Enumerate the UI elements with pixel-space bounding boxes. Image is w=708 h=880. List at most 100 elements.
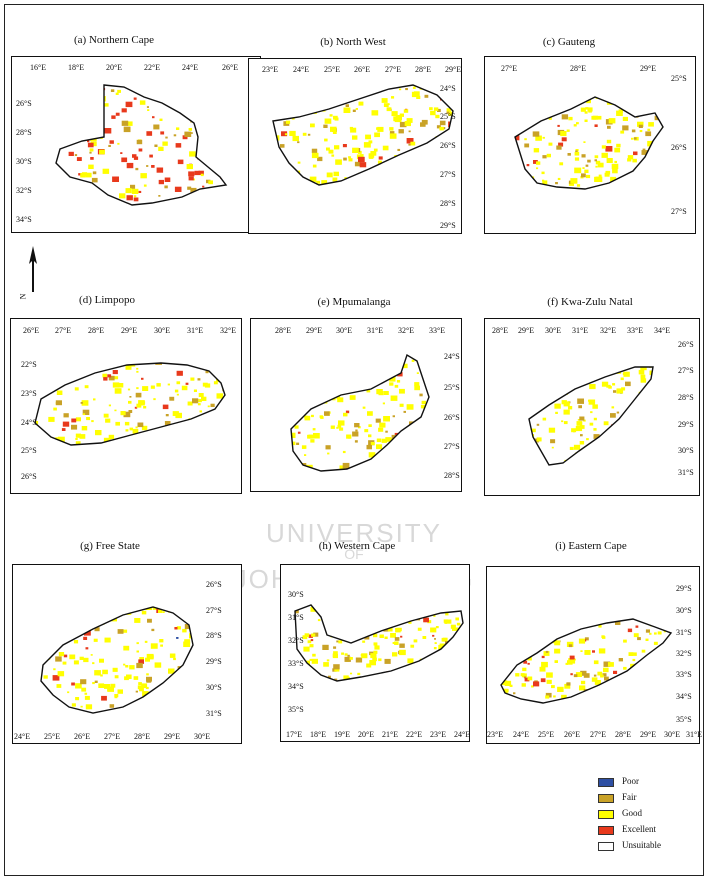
- panel-title-g: (g) Free State: [80, 540, 140, 552]
- lon-label-a: 16°E: [30, 63, 47, 72]
- province-map-c: [514, 96, 664, 190]
- province-map-i: [500, 618, 673, 704]
- province-map-g: [40, 606, 194, 714]
- lon-label-b: 25°E: [324, 65, 341, 74]
- lat-label-g: 28°S: [206, 631, 222, 640]
- panel-title-f: (f) Kwa-Zulu Natal: [547, 296, 633, 308]
- lat-label-g: 30°S: [206, 683, 222, 692]
- lon-label-i: 31°E: [686, 730, 703, 739]
- province-map-f: [528, 366, 654, 466]
- lon-label-b: 26°E: [354, 65, 371, 74]
- lon-label-e: 30°E: [336, 326, 353, 335]
- lat-label-a: 34°S: [16, 215, 32, 224]
- lon-label-h: 21°E: [382, 730, 399, 739]
- map-panel-b: [248, 58, 462, 234]
- lat-label-b: 25°S: [440, 112, 456, 121]
- lat-label-c: 27°S: [671, 207, 687, 216]
- province-boundary-e: [290, 353, 430, 472]
- suitability-pixels-b: [273, 85, 453, 185]
- suitability-pixels-c: [515, 97, 663, 189]
- lat-label-e: 27°S: [444, 442, 460, 451]
- legend-label: Unsuitable: [622, 840, 661, 850]
- lat-label-d: 25°S: [21, 446, 37, 455]
- province-map-e: [290, 353, 430, 472]
- lat-label-i: 34°S: [676, 692, 692, 701]
- lon-label-d: 28°E: [88, 326, 105, 335]
- lon-label-e: 32°E: [398, 326, 415, 335]
- legend-item: Fair: [598, 792, 702, 808]
- map-panel-g: [12, 564, 242, 744]
- suitability-pixels-a: [56, 85, 226, 205]
- lat-label-c: 25°S: [671, 74, 687, 83]
- panel-title-h: (h) Western Cape: [318, 540, 396, 552]
- lon-label-a: 24°E: [182, 63, 199, 72]
- lon-label-i: 24°E: [513, 730, 530, 739]
- lat-label-f: 30°S: [678, 446, 694, 455]
- legend-label: Fair: [622, 792, 637, 802]
- lon-label-b: 23°E: [262, 65, 279, 74]
- map-panel-a: [11, 56, 261, 233]
- legend-item: Excellent: [598, 824, 702, 840]
- province-boundary-g: [40, 606, 194, 714]
- lat-label-i: 35°S: [676, 715, 692, 724]
- lon-label-i: 26°E: [564, 730, 581, 739]
- legend-item: Good: [598, 808, 702, 824]
- lon-label-f: 29°E: [518, 326, 535, 335]
- lon-label-h: 23°E: [430, 730, 447, 739]
- legend-item: Poor: [598, 776, 702, 792]
- panel-title-e: (e) Mpumalanga: [317, 296, 391, 308]
- north-arrow-label: N: [18, 293, 28, 300]
- lon-label-b: 24°E: [293, 65, 310, 74]
- map-panel-f: [484, 318, 700, 496]
- lat-label-h: 34°S: [288, 682, 304, 691]
- lon-label-g: 26°E: [74, 732, 91, 741]
- lon-label-d: 30°E: [154, 326, 171, 335]
- lat-label-a: 26°S: [16, 99, 32, 108]
- legend-swatch: [598, 810, 614, 819]
- panel-title-d: (d) Limpopo: [79, 294, 135, 306]
- suitability-pixels-d: [35, 363, 225, 445]
- province-map-b: [272, 84, 454, 186]
- lon-label-e: 33°E: [429, 326, 446, 335]
- lat-label-e: 24°S: [444, 352, 460, 361]
- north-arrow-icon: N: [18, 244, 44, 306]
- panel-title-a: (a) Northern Cape: [73, 34, 155, 46]
- lon-label-f: 31°E: [572, 326, 589, 335]
- lon-label-c: 29°E: [640, 64, 657, 73]
- lon-label-g: 27°E: [104, 732, 121, 741]
- legend-item: Unsuitable: [598, 840, 702, 856]
- lon-label-a: 18°E: [68, 63, 85, 72]
- lon-label-d: 31°E: [187, 326, 204, 335]
- province-map-h: [294, 604, 464, 682]
- lat-label-i: 31°S: [676, 628, 692, 637]
- suitability-pixels-f: [529, 367, 653, 465]
- lon-label-g: 24°E: [14, 732, 31, 741]
- lat-label-f: 27°S: [678, 366, 694, 375]
- lon-label-d: 27°E: [55, 326, 72, 335]
- lat-label-d: 23°S: [21, 389, 37, 398]
- lon-label-b: 29°E: [445, 65, 462, 74]
- panel-title-i: (i) Eastern Cape: [555, 540, 627, 552]
- lon-label-d: 32°E: [220, 326, 237, 335]
- legend-swatch: [598, 842, 614, 851]
- lat-label-h: 30°S: [288, 590, 304, 599]
- lon-label-i: 27°E: [590, 730, 607, 739]
- province-boundary-d: [34, 362, 226, 446]
- lon-label-e: 28°E: [275, 326, 292, 335]
- watermark-university: UNIVERSITY: [265, 518, 443, 548]
- lon-label-f: 28°E: [492, 326, 509, 335]
- suitability-pixels-h: [295, 605, 463, 681]
- lat-label-h: 33°S: [288, 659, 304, 668]
- lat-label-d: 26°S: [21, 472, 37, 481]
- lat-label-g: 26°S: [206, 580, 222, 589]
- lon-label-f: 33°E: [627, 326, 644, 335]
- lat-label-e: 28°S: [444, 471, 460, 480]
- lon-label-i: 30°E: [664, 730, 681, 739]
- legend-label: Good: [622, 808, 642, 818]
- lon-label-c: 27°E: [501, 64, 518, 73]
- lon-label-d: 26°E: [23, 326, 40, 335]
- province-boundary-h: [294, 604, 464, 682]
- lon-label-g: 28°E: [134, 732, 151, 741]
- lon-label-b: 27°E: [385, 65, 402, 74]
- lon-label-g: 25°E: [44, 732, 61, 741]
